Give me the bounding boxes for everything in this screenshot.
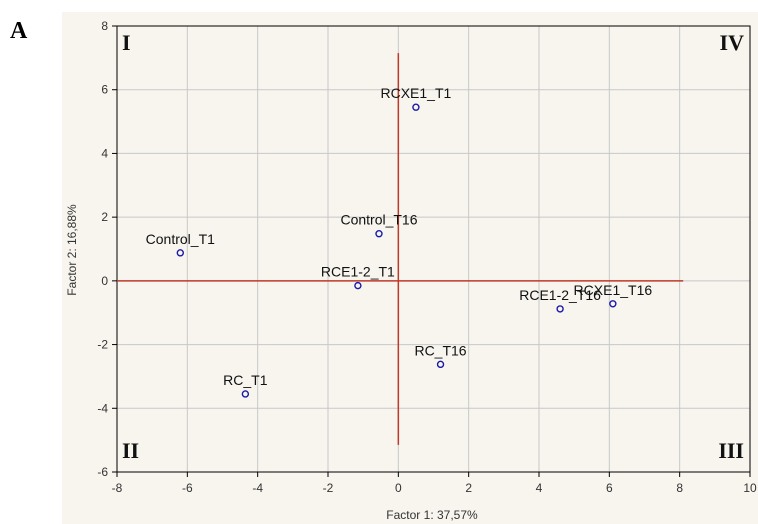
- y-tick-label: 8: [101, 19, 108, 33]
- x-tick-label: 8: [676, 481, 683, 495]
- data-point: [436, 360, 445, 369]
- point-label: Control_T16: [340, 212, 417, 228]
- y-axis-ticks: 8 6 4 2 0 -2 -4 -6: [97, 19, 117, 479]
- x-tick-label: -4: [252, 481, 263, 495]
- panel-label: A: [10, 18, 28, 44]
- y-tick-label: 2: [101, 210, 108, 224]
- x-tick-label: 10: [743, 481, 757, 495]
- y-tick-label: -4: [97, 401, 108, 415]
- y-tick-label: 4: [101, 146, 108, 160]
- y-tick-label: 6: [101, 83, 108, 97]
- point-label: RCXE1_T1: [381, 85, 452, 101]
- y-tick-label: -2: [97, 338, 108, 352]
- data-point: [412, 103, 420, 111]
- plot-area-frame: [116, 25, 751, 473]
- point-label: RCE1-2_T16: [519, 287, 601, 303]
- data-points: RCXE1_T1 Control_T16 Control_T1 RCE1-2_T1 RC…: [146, 85, 653, 398]
- y-tick-label: -6: [97, 465, 108, 479]
- point-label: RC_T1: [223, 372, 268, 388]
- x-tick-label: -2: [323, 481, 334, 495]
- point-label: RCE1-2_T1: [321, 264, 395, 280]
- chart-panel-background: [62, 12, 758, 524]
- origin-axis-lines: [117, 53, 684, 445]
- data-point: [375, 230, 383, 238]
- data-point: [556, 305, 564, 313]
- x-axis-label: Factor 1: 37,57%: [386, 508, 478, 522]
- point-label: RC_T16: [414, 342, 466, 358]
- x-tick-label: 4: [536, 481, 543, 495]
- data-point: [354, 281, 362, 290]
- point-label: RCXE1_T16: [574, 282, 653, 298]
- x-tick-label: 0: [395, 481, 402, 495]
- y-axis-label: Factor 2: 16,88%: [65, 204, 79, 296]
- quadrant-label: IV: [720, 30, 745, 55]
- x-tick-label: 2: [465, 481, 472, 495]
- point-label: Control_T1: [146, 231, 215, 247]
- y-tick-label: 0: [101, 274, 108, 288]
- x-tick-label: -6: [182, 481, 193, 495]
- data-point: [176, 249, 185, 257]
- data-point: [241, 390, 250, 398]
- x-tick-label: -8: [112, 481, 123, 495]
- x-axis-ticks: -8 -6 -4 -2 0 2 4 6 8 10: [112, 472, 757, 495]
- x-tick-label: 6: [606, 481, 613, 495]
- quadrant-label: I: [122, 30, 131, 55]
- data-point: [609, 300, 617, 308]
- quadrant-label: III: [718, 438, 744, 463]
- quadrant-label: II: [122, 438, 139, 463]
